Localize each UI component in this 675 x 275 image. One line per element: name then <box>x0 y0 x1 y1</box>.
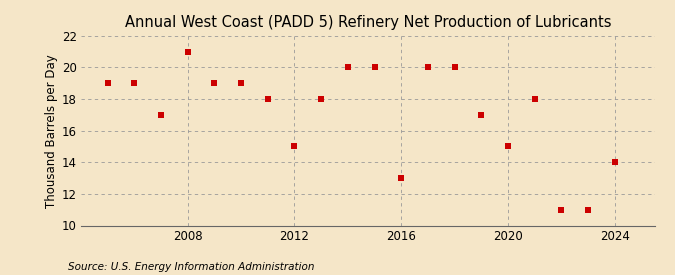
Point <box>316 97 327 101</box>
Point <box>263 97 273 101</box>
Point <box>503 144 514 148</box>
Text: Source: U.S. Energy Information Administration: Source: U.S. Energy Information Administ… <box>68 262 314 272</box>
Point <box>209 81 220 85</box>
Point <box>182 50 193 54</box>
Point <box>289 144 300 148</box>
Point <box>156 113 167 117</box>
Point <box>129 81 140 85</box>
Point <box>583 207 593 212</box>
Point <box>396 176 406 180</box>
Title: Annual West Coast (PADD 5) Refinery Net Production of Lubricants: Annual West Coast (PADD 5) Refinery Net … <box>125 15 611 31</box>
Y-axis label: Thousand Barrels per Day: Thousand Barrels per Day <box>45 54 57 208</box>
Point <box>476 113 487 117</box>
Point <box>610 160 620 164</box>
Point <box>449 65 460 70</box>
Point <box>556 207 567 212</box>
Point <box>103 81 113 85</box>
Point <box>342 65 353 70</box>
Point <box>423 65 433 70</box>
Point <box>236 81 246 85</box>
Point <box>529 97 540 101</box>
Point <box>369 65 380 70</box>
